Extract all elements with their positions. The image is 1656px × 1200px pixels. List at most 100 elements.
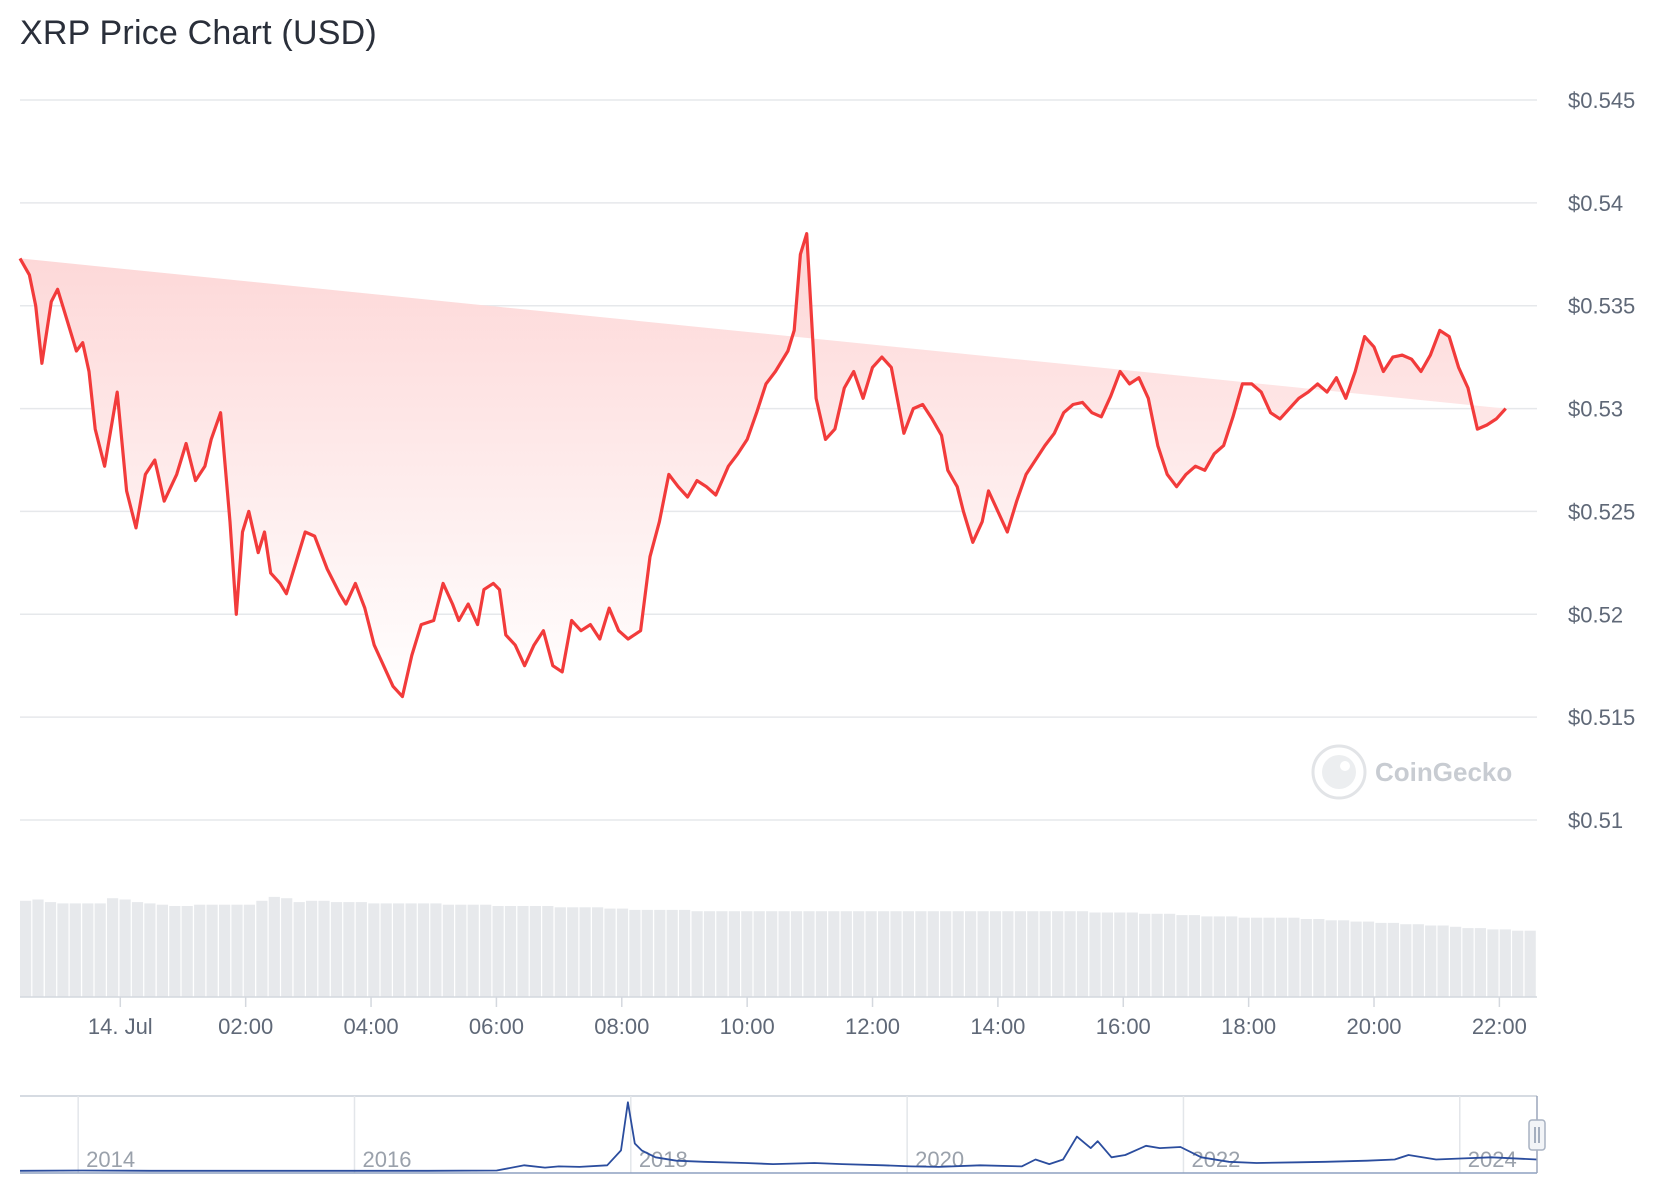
x-tick-label: 20:00 xyxy=(1346,1014,1401,1039)
volume-bar xyxy=(169,906,181,997)
volume-bar xyxy=(181,906,193,997)
y-tick-label: $0.535 xyxy=(1568,294,1635,319)
volume-bar xyxy=(940,911,952,997)
volume-bar xyxy=(44,902,57,997)
volume-bar xyxy=(1487,929,1499,997)
volume-bar xyxy=(579,907,591,997)
volume-bar xyxy=(1164,913,1176,997)
volume-bar xyxy=(1450,926,1462,997)
volume-bar xyxy=(480,904,492,997)
coingecko-watermark: CoinGecko xyxy=(1311,744,1512,800)
volume-bar xyxy=(1412,924,1424,997)
volume-bar xyxy=(20,900,32,997)
watermark-text: CoinGecko xyxy=(1375,757,1512,787)
volume-bar xyxy=(542,906,554,997)
y-tick-label: $0.51 xyxy=(1568,808,1623,833)
volume-bar xyxy=(1238,917,1250,997)
volume-bar xyxy=(1275,917,1288,997)
x-tick-label: 14:00 xyxy=(970,1014,1025,1039)
navigator[interactable]: 2014 2016 2018 2020 2022 2024 xyxy=(19,1095,1546,1174)
volume-bar xyxy=(927,911,939,997)
x-tick-label: 12:00 xyxy=(845,1014,900,1039)
volume-bar xyxy=(890,911,902,997)
volume-bar xyxy=(703,911,716,997)
volume-bar xyxy=(256,900,268,997)
x-tick-label: 06:00 xyxy=(469,1014,524,1039)
volume-bar xyxy=(1375,922,1387,997)
volume-bar xyxy=(119,899,131,997)
y-tick-label: $0.54 xyxy=(1568,191,1623,216)
volume-bar xyxy=(57,903,69,997)
volume-bar xyxy=(1002,911,1014,997)
volume-bar xyxy=(1387,922,1399,997)
chart-title: XRP Price Chart (USD) xyxy=(20,14,377,52)
volume-bar xyxy=(803,911,815,997)
volume-bar xyxy=(1325,920,1337,997)
volume-bar xyxy=(107,898,119,997)
price-series-line[interactable] xyxy=(18,232,1507,699)
volume-bar xyxy=(915,911,927,997)
volume-bar xyxy=(1288,917,1300,997)
volume-bar xyxy=(393,903,405,997)
volume-bar xyxy=(417,903,430,997)
volume-bar xyxy=(306,900,318,997)
navigator-year-label: 2024 xyxy=(1468,1147,1517,1172)
volume-bar xyxy=(1089,912,1101,997)
volume-bar xyxy=(442,904,454,997)
navigator-handle[interactable] xyxy=(1528,1119,1546,1151)
volume-bar xyxy=(1076,911,1089,997)
x-tick-label: 08:00 xyxy=(594,1014,649,1039)
volume-bar xyxy=(268,896,280,997)
volume-bar xyxy=(156,904,168,997)
volume-bar xyxy=(1362,921,1375,997)
volume-bar xyxy=(219,904,231,997)
x-tick-label: 22:00 xyxy=(1472,1014,1527,1039)
volume-bar xyxy=(1014,911,1026,997)
volume-bar xyxy=(144,903,156,997)
volume-bar xyxy=(1151,913,1163,997)
volume-bar xyxy=(1524,930,1536,997)
volume-bar xyxy=(1263,917,1275,997)
volume-bar xyxy=(1064,911,1076,997)
volume-bar xyxy=(94,903,106,997)
volume-bar xyxy=(853,911,865,997)
volume-bar xyxy=(1139,913,1151,997)
volume-bar xyxy=(131,902,144,997)
volume-bar xyxy=(691,911,703,997)
volume-bar xyxy=(281,898,293,997)
volume-bar xyxy=(82,903,94,997)
price-area xyxy=(20,233,1506,697)
volume-bar xyxy=(741,911,753,997)
volume-bar xyxy=(1052,911,1064,997)
volume-bar xyxy=(1101,912,1113,997)
volume-bar xyxy=(1300,919,1312,997)
x-tick-label: 10:00 xyxy=(720,1014,775,1039)
volume-bar xyxy=(455,904,467,997)
volume-bar xyxy=(1114,912,1126,997)
navigator-year-label: 2020 xyxy=(915,1147,964,1172)
price-line[interactable] xyxy=(18,232,1507,699)
x-tick-label: 02:00 xyxy=(218,1014,273,1039)
volume-bar xyxy=(728,911,740,997)
volume-bar xyxy=(828,911,840,997)
navigator-year-label: 2016 xyxy=(362,1147,411,1172)
volume-bar xyxy=(504,906,517,997)
volume-bar xyxy=(1338,920,1350,997)
volume-bar xyxy=(865,911,877,997)
volume-bar xyxy=(629,909,641,997)
volume-bar xyxy=(529,906,541,997)
volume-bar xyxy=(1027,911,1039,997)
volume-bar xyxy=(517,906,529,997)
volume-bar xyxy=(679,909,691,997)
x-tick-label: 16:00 xyxy=(1096,1014,1151,1039)
x-axis-labels: 14. Jul 02:00 04:00 06:00 08:00 10:00 12:00 14:… xyxy=(88,997,1527,1039)
volume-bar xyxy=(430,903,442,997)
volume-bar xyxy=(1226,916,1238,997)
navigator-series-line xyxy=(19,1101,1538,1172)
volume-bar xyxy=(206,904,218,997)
volume-bar xyxy=(355,902,367,997)
volume-bar xyxy=(293,902,305,997)
volume-bar xyxy=(1039,911,1051,997)
volume-bar xyxy=(790,911,803,997)
